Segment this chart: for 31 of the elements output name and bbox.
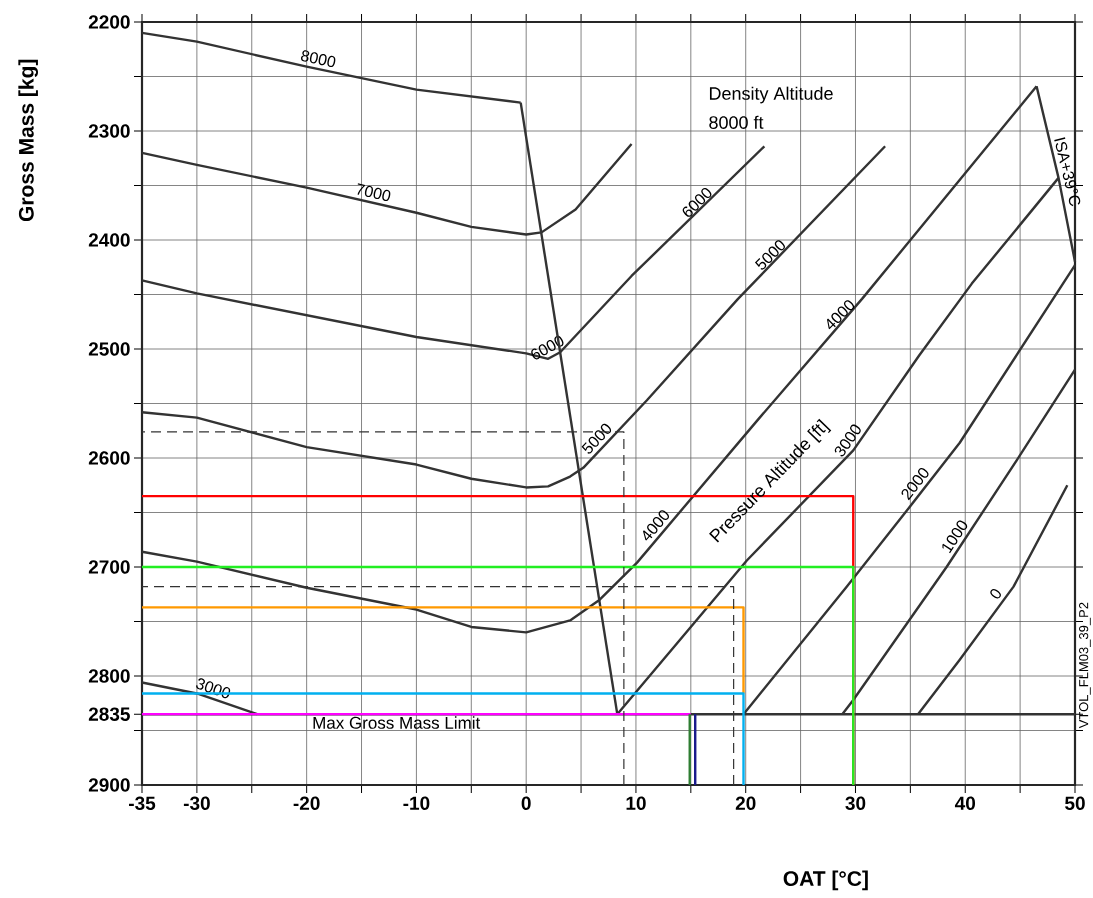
y-tick-label: 2700 bbox=[88, 560, 130, 574]
y-tick-label: 2835 bbox=[88, 707, 130, 721]
x-tick-label: -20 bbox=[293, 796, 320, 810]
y-tick-label: 2300 bbox=[88, 124, 130, 138]
x-tick-label: 20 bbox=[735, 796, 756, 810]
x-tick-label: 50 bbox=[1065, 796, 1085, 810]
text: 0 bbox=[990, 588, 1001, 599]
x-tick-label: -10 bbox=[403, 796, 430, 810]
y-tick-label: 2400 bbox=[88, 233, 130, 247]
x-tick-label: 0 bbox=[521, 796, 531, 810]
text: 3000 bbox=[196, 678, 231, 699]
x-tick-label: 30 bbox=[845, 796, 866, 811]
y-tick-label: 2200 bbox=[88, 15, 130, 29]
x-tick-label: 10 bbox=[626, 796, 646, 810]
annotation: Density Altitude bbox=[709, 86, 833, 104]
y-tick-label: 2500 bbox=[88, 342, 130, 356]
text: VTOL_FLM03_39_P2 bbox=[1079, 602, 1091, 729]
x-tick-label: -35 bbox=[129, 796, 156, 811]
text: ISA+39°C bbox=[1054, 137, 1081, 207]
text: 7000 bbox=[357, 183, 391, 202]
x-axis-title: OAT [°C] bbox=[783, 870, 868, 891]
text: 8000 bbox=[300, 50, 336, 68]
ref-line-label: Max Gross Mass Limit bbox=[313, 716, 481, 729]
x-tick-label: 40 bbox=[954, 796, 976, 810]
y-tick-label: 2600 bbox=[88, 451, 130, 465]
annotation: 8000 ft bbox=[709, 115, 764, 129]
y-tick-label: 2900 bbox=[88, 778, 130, 792]
text: 6000 bbox=[531, 335, 564, 360]
y-axis-title: Gross Mass [kg] bbox=[18, 59, 39, 222]
x-tick-label: -30 bbox=[183, 796, 210, 811]
y-tick-label: 2800 bbox=[88, 669, 130, 683]
